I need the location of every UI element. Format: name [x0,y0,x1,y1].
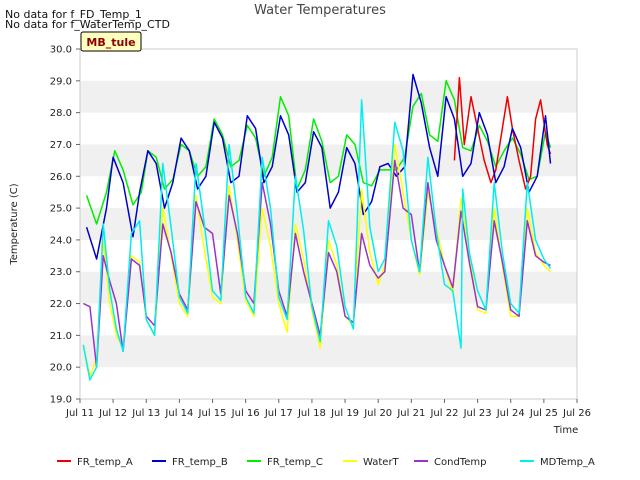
grid-band [80,271,577,304]
legend-item-MDTemp_A: MDTemp_A [520,457,595,468]
legend-item-FR_temp_A: FR_temp_A [57,457,133,468]
x-tick-label: Jul 20 [363,408,392,419]
y-tick-label: 23.0 [50,267,72,278]
no-data-note-2: No data for f_WaterTemp_CTD [5,18,170,31]
x-tick-label: Jul 18 [297,408,326,419]
x-tick-label: Jul 12 [98,408,127,419]
x-tick-label: Jul 26 [562,408,591,419]
y-tick-label: 22.0 [50,299,72,310]
site-badge: MB_tule [80,31,142,52]
legend-label: FR_temp_A [77,457,133,468]
x-tick-label: Jul 24 [496,408,525,419]
legend-item-CondTemp: CondTemp [414,457,486,468]
x-tick-label: Jul 25 [529,408,558,419]
y-axis-label: Temperature (C) [9,183,20,265]
grid-band [80,80,577,113]
legend-item-FR_temp_B: FR_temp_B [152,457,228,468]
x-tick-label: Jul 11 [65,408,94,419]
series-line-FR_temp_A [453,76,552,190]
y-tick-label: 20.0 [50,363,72,374]
legend-item-WaterT: WaterT [343,457,400,468]
plot-frame [79,48,578,400]
x-tick-label: Jul 15 [198,408,227,419]
y-tick-label: 25.0 [50,204,72,215]
legend-item-FR_temp_C: FR_temp_C [247,457,323,468]
x-axis-label: Time [553,425,578,436]
y-tick-label: 27.0 [50,140,72,151]
y-tick-label: 28.0 [50,108,72,119]
x-tick-label: Jul 19 [330,408,359,419]
x-tick-label: Jul 23 [463,408,492,419]
series-line-MDTemp_A [82,99,552,381]
y-tick-label: 19.0 [50,395,72,406]
x-tick-label: Jul 14 [164,408,193,419]
y-tick-label: 24.0 [50,235,72,246]
legend-label: CondTemp [434,457,486,468]
x-tick-label: Jul 13 [131,408,160,419]
x-tick-label: Jul 21 [396,408,425,419]
x-tick-label: Jul 17 [264,408,293,419]
grid-band [80,335,577,368]
site-badge-box [80,31,142,52]
no-data-note-1: No data for f_FD_Temp_1 [5,8,142,21]
chart-title: Water Temperatures [254,3,386,18]
legend-label: MDTemp_A [540,457,595,468]
legend-label: FR_temp_B [172,457,228,468]
legend-label: FR_temp_C [267,457,323,468]
y-tick-label: 21.0 [50,331,72,342]
y-tick-label: 26.0 [50,172,72,183]
legend-label: WaterT [363,457,400,468]
x-tick-label: Jul 22 [429,408,458,419]
y-tick-label: 29.0 [50,76,72,87]
x-tick-label: Jul 16 [231,408,260,419]
site-badge-label: MB_tule [86,36,135,49]
y-tick-label: 30.0 [50,45,72,56]
